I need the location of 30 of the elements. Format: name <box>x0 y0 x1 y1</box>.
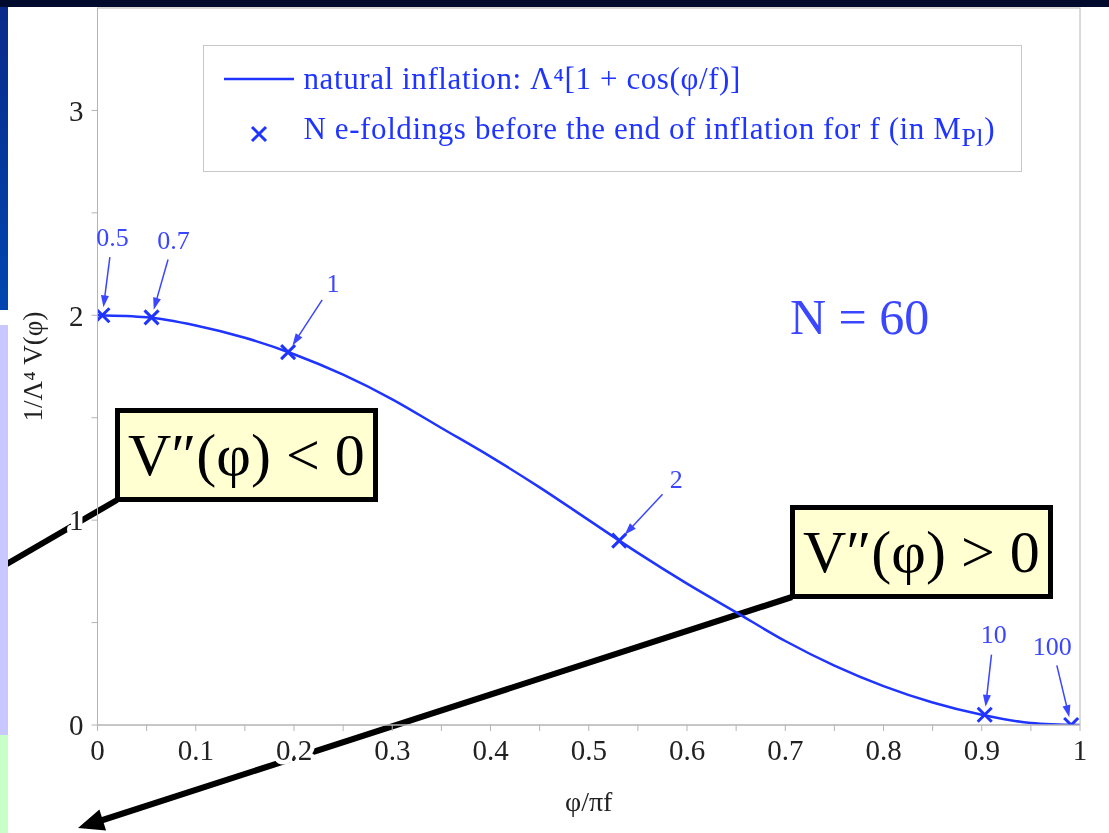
annotation: 100 <box>1032 631 1072 661</box>
annotation: 2 <box>669 465 683 495</box>
point <box>976 706 994 724</box>
x-tick-label: 0 <box>90 733 105 766</box>
y-axis-title: 1/Λ⁴ V(φ) <box>17 311 48 422</box>
point <box>143 308 161 326</box>
annotation: 0.5 <box>96 222 129 252</box>
y-tick-label: 0 <box>69 709 84 742</box>
x-tick-label: 0.9 <box>963 733 1000 766</box>
x-axis-title: φ/πf <box>565 786 614 817</box>
annotation: N = 60 <box>790 288 930 347</box>
annotation: 1 <box>326 268 340 298</box>
legend-label: N e-foldings before the end of inflation for f (in M$_{Pl}$) <box>303 110 996 155</box>
x-tick-label: 0.6 <box>668 733 706 766</box>
x-tick-label: 0.3 <box>374 733 411 766</box>
y-tick-label: 2 <box>69 299 84 332</box>
x-tick-label: 0.1 <box>177 733 214 766</box>
annotation: V″(φ) > 0 <box>790 505 1053 599</box>
x-tick-label: 0.7 <box>767 733 804 766</box>
annotation: 0.7 <box>157 225 190 255</box>
x-tick-label: 0.4 <box>472 733 510 766</box>
annotation: V″(φ) < 0 <box>115 408 378 502</box>
legend-label: natural inflation: Λ⁴[1 + cos(φ/f)] <box>303 60 741 98</box>
x-tick-label: 0.8 <box>865 733 902 766</box>
point <box>279 343 297 361</box>
x-tick-label: 1 <box>1072 733 1088 766</box>
point <box>610 532 628 550</box>
y-tick-label: 3 <box>69 94 84 127</box>
x-tick-label: 0.5 <box>570 733 607 766</box>
annotation: 10 <box>980 620 1007 650</box>
